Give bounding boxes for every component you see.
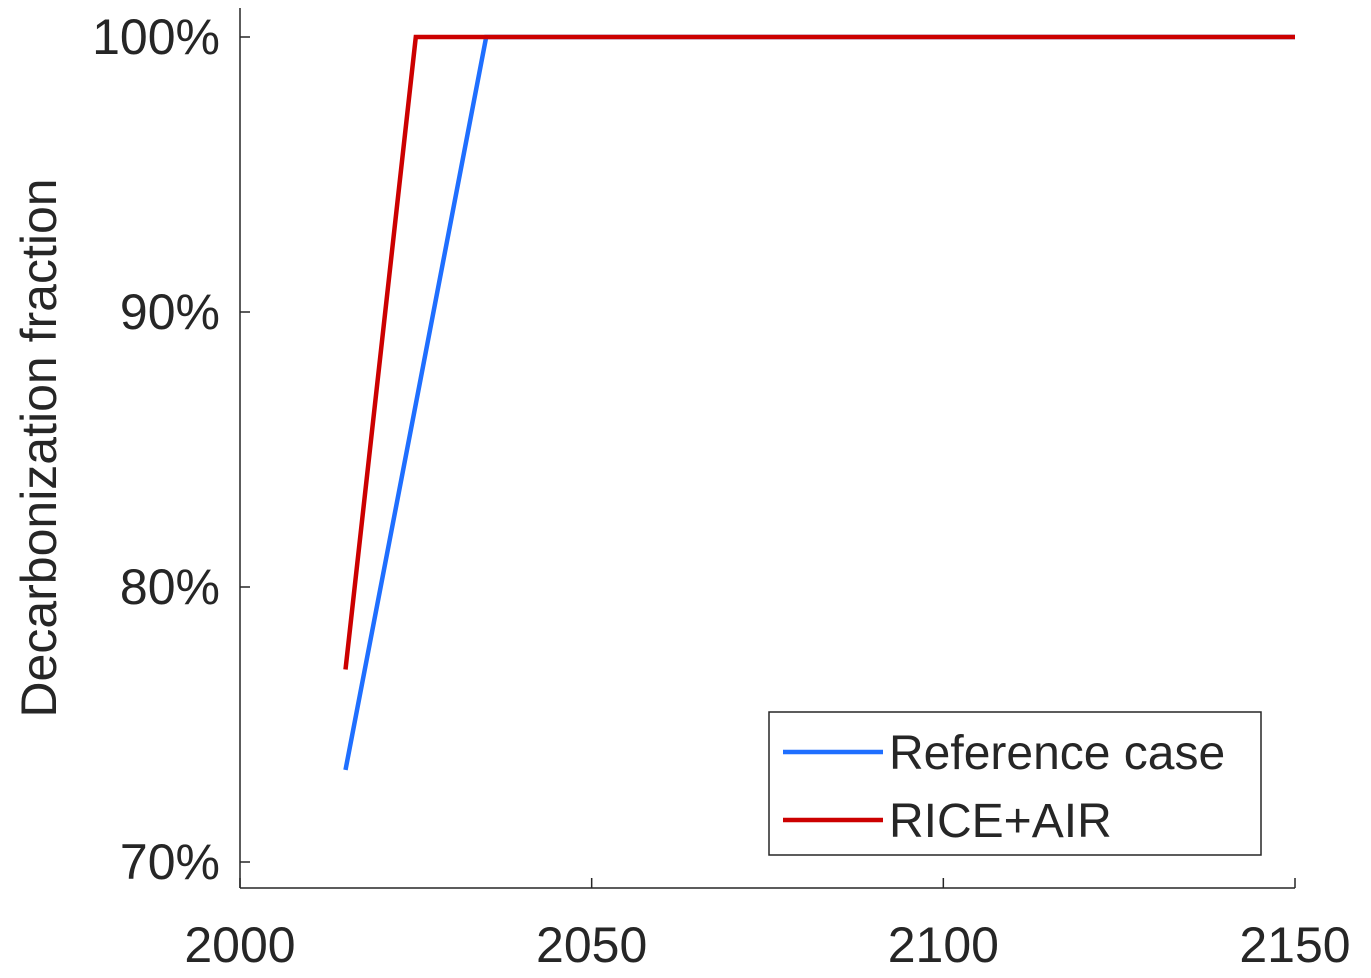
tick-labels: 2000 2050 2100 2150 70% 80% 90% 100% (92, 9, 1351, 973)
plot-lines (343, 34, 1295, 771)
x-tick-label: 2150 (1239, 917, 1350, 973)
y-tick-label: 100% (92, 9, 220, 65)
legend-box (768, 711, 1262, 856)
series-line-1 (343, 34, 1295, 771)
series-line-2 (343, 34, 1295, 670)
y-tick-label: 90% (120, 284, 220, 340)
y-tick-label: 70% (120, 834, 220, 890)
y-tick-label: 80% (120, 559, 220, 615)
legend-entry-label: Reference case (889, 727, 1225, 780)
axes (239, 8, 1296, 889)
x-tick-label: 2100 (888, 917, 999, 973)
y-axis-label: Decarbonization fraction (11, 178, 67, 717)
x-tick-label: 2000 (184, 917, 295, 973)
legend-entry-label: RICE+AIR (889, 795, 1112, 848)
x-tick-label: 2050 (536, 917, 647, 973)
legend: Reference case RICE+AIR (768, 711, 1262, 856)
